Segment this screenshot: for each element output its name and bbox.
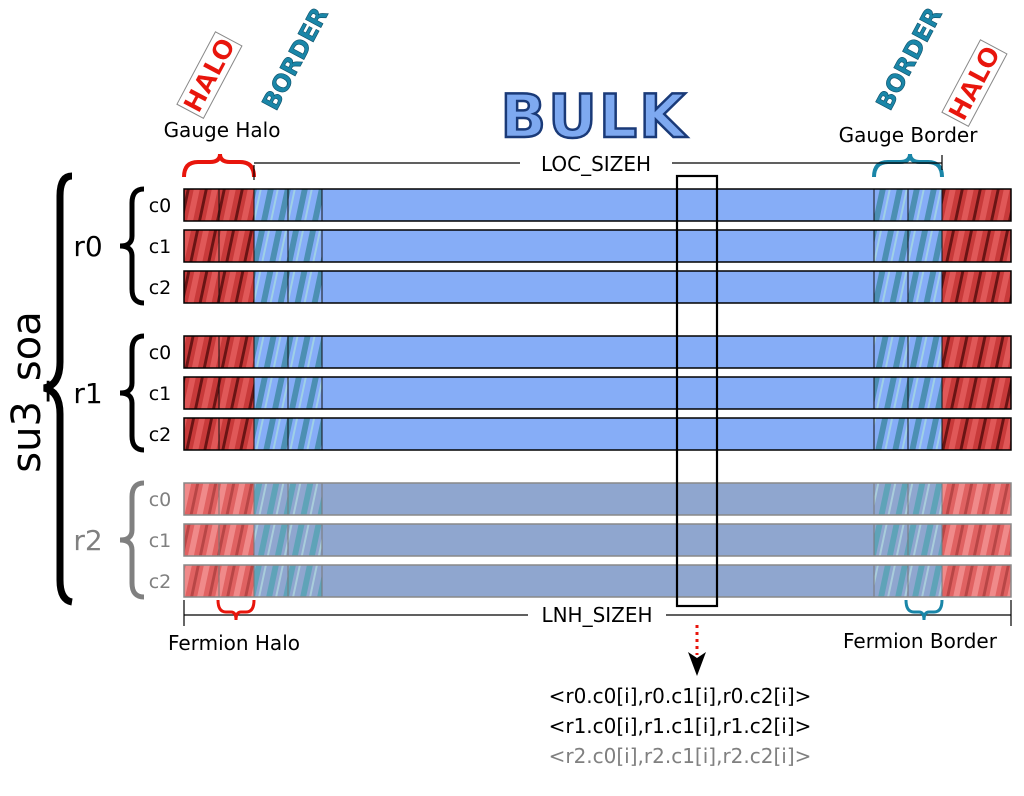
loc-sizeh-marker: LOC_SIZEH [253, 152, 943, 180]
row-label-r1: r1 [73, 377, 102, 410]
fermion-halo-label: Fermion Halo [168, 631, 300, 655]
halo-right-tag: HALO [941, 39, 1008, 128]
access-expression: <r0.c0[i],r0.c1[i],r0.c2[i]> [549, 684, 812, 708]
bar-r2-c1: c1 [149, 523, 1012, 557]
fermion-halo-brace [216, 599, 256, 621]
row-label-r2: r2 [73, 524, 102, 557]
component-label: c1 [149, 530, 172, 552]
component-label: c2 [149, 424, 172, 446]
storage-rows: r0 c0 c1 c2 r1 c0 c1 c2 r2 c0 c1 c2 [73, 186, 1012, 600]
halo-left-tag: HALO [176, 31, 243, 120]
su3-soa-brace [43, 172, 73, 606]
component-label: c2 [149, 571, 172, 593]
element-i-selection [675, 174, 719, 608]
bar-r2-c2: c2 [149, 564, 1012, 598]
row-brace-r1 [119, 333, 145, 453]
bar-r1-c2: c2 [149, 417, 1012, 451]
loc-sizeh-label: LOC_SIZEH [541, 152, 651, 176]
bar-r0-c1: c1 [149, 229, 1012, 263]
row-brace-r0 [119, 186, 145, 306]
bar-r0-c2: c2 [149, 270, 1012, 304]
row-label-r0: r0 [73, 230, 102, 263]
access-expression: <r2.c0[i],r2.c1[i],r2.c2[i]> [549, 744, 812, 768]
border-right-tag: BORDER [871, 3, 948, 115]
border-left-tag: BORDER [257, 3, 334, 115]
lnh-sizeh-label: LNH_SIZEH [541, 603, 652, 627]
arrow-head [688, 652, 706, 676]
component-label: c1 [149, 236, 172, 258]
gauge-border-label: Gauge Border [839, 123, 979, 147]
bar-r1-c0: c0 [149, 335, 1012, 369]
component-label: c1 [149, 383, 172, 405]
gauge-halo-label: Gauge Halo [164, 118, 281, 142]
row-brace-r2 [119, 480, 145, 600]
fermion-border-label: Fermion Border [843, 629, 998, 653]
fermion-border-brace [904, 599, 944, 621]
component-label: c0 [149, 489, 172, 511]
component-label: c0 [149, 342, 172, 364]
bulk-title: BULK [500, 82, 688, 152]
gauge-halo-brace [182, 153, 256, 178]
component-label: c0 [149, 195, 172, 217]
access-expression: <r1.c0[i],r1.c1[i],r1.c2[i]> [549, 714, 812, 738]
gauge-border-brace [872, 153, 944, 178]
halo-left-text: HALO [178, 33, 242, 117]
lnh-sizeh-marker: LNH_SIZEH [183, 600, 1012, 627]
bar-r2-c0: c0 [149, 482, 1012, 516]
bar-r0-c0: c0 [149, 188, 1012, 222]
bar-r1-c1: c1 [149, 376, 1012, 410]
component-label: c2 [149, 277, 172, 299]
su3-soa-label: su3_soa [4, 311, 50, 472]
halo-right-text: HALO [943, 41, 1007, 125]
access-expression-list: <r0.c0[i],r0.c1[i],r0.c2[i]> <r1.c0[i],r1… [549, 684, 812, 768]
